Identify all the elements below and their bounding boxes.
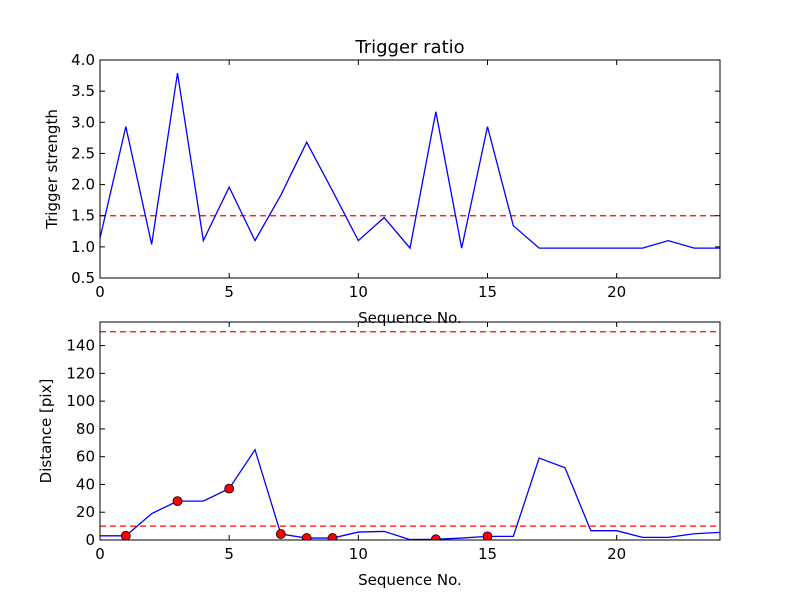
x-tick-label: 20	[607, 283, 626, 301]
x-tick-label: 0	[95, 545, 105, 563]
bottom-plot: 0 5 10 15 20 0 20 40 60 80 100 120 140	[66, 321, 721, 563]
top-y-axis-label: Trigger strength	[43, 109, 61, 230]
data-point	[224, 483, 235, 494]
x-tick-label: 15	[478, 545, 497, 563]
y-tick-label: 3.0	[71, 113, 95, 131]
y-tick-label: 20	[76, 503, 95, 521]
x-tick-label: 20	[607, 545, 626, 563]
x-tick-label: 10	[349, 545, 368, 563]
y-tick-label: 4.0	[71, 51, 95, 69]
y-tick-label: 1.0	[71, 238, 95, 256]
y-tick-label: 2.5	[71, 144, 95, 162]
data-point	[301, 533, 312, 540]
data-point	[327, 533, 338, 540]
x-tick-label: 10	[349, 283, 368, 301]
y-tick-label: 0	[85, 531, 95, 549]
data-point	[430, 534, 441, 540]
y-tick-label: 60	[76, 448, 95, 466]
y-tick-label: 2.0	[71, 176, 95, 194]
y-tick-label: 0.5	[71, 269, 95, 287]
chart-title: Trigger ratio	[354, 37, 464, 58]
y-tick-label: 80	[76, 420, 95, 438]
y-tick-label: 120	[66, 364, 95, 382]
y-tick-label: 140	[66, 337, 95, 355]
x-tick-label: 5	[224, 545, 234, 563]
axes-frame	[99, 321, 721, 541]
axes-frame	[99, 59, 721, 279]
bottom-x-axis-label: Sequence No.	[358, 571, 462, 589]
y-tick-label: 40	[76, 475, 95, 493]
data-point	[275, 529, 286, 539]
top-x-axis-label: Sequence No.	[358, 309, 462, 327]
top-plot: 0 5 10 15 20 0.5 1.0 1.5 2.0 2.5 3.0 3.5 4.0	[71, 51, 721, 301]
data-point	[120, 530, 131, 540]
x-tick-label: 0	[95, 283, 105, 301]
bottom-y-axis-label: Distance [pix]	[37, 379, 55, 484]
x-tick-label: 5	[224, 283, 234, 301]
x-tick-label: 15	[478, 283, 497, 301]
data-point	[172, 496, 183, 507]
y-tick-label: 100	[66, 392, 95, 410]
series-line	[100, 72, 720, 250]
y-tick-label: 1.5	[71, 207, 95, 225]
y-tick-label: 3.5	[71, 82, 95, 100]
